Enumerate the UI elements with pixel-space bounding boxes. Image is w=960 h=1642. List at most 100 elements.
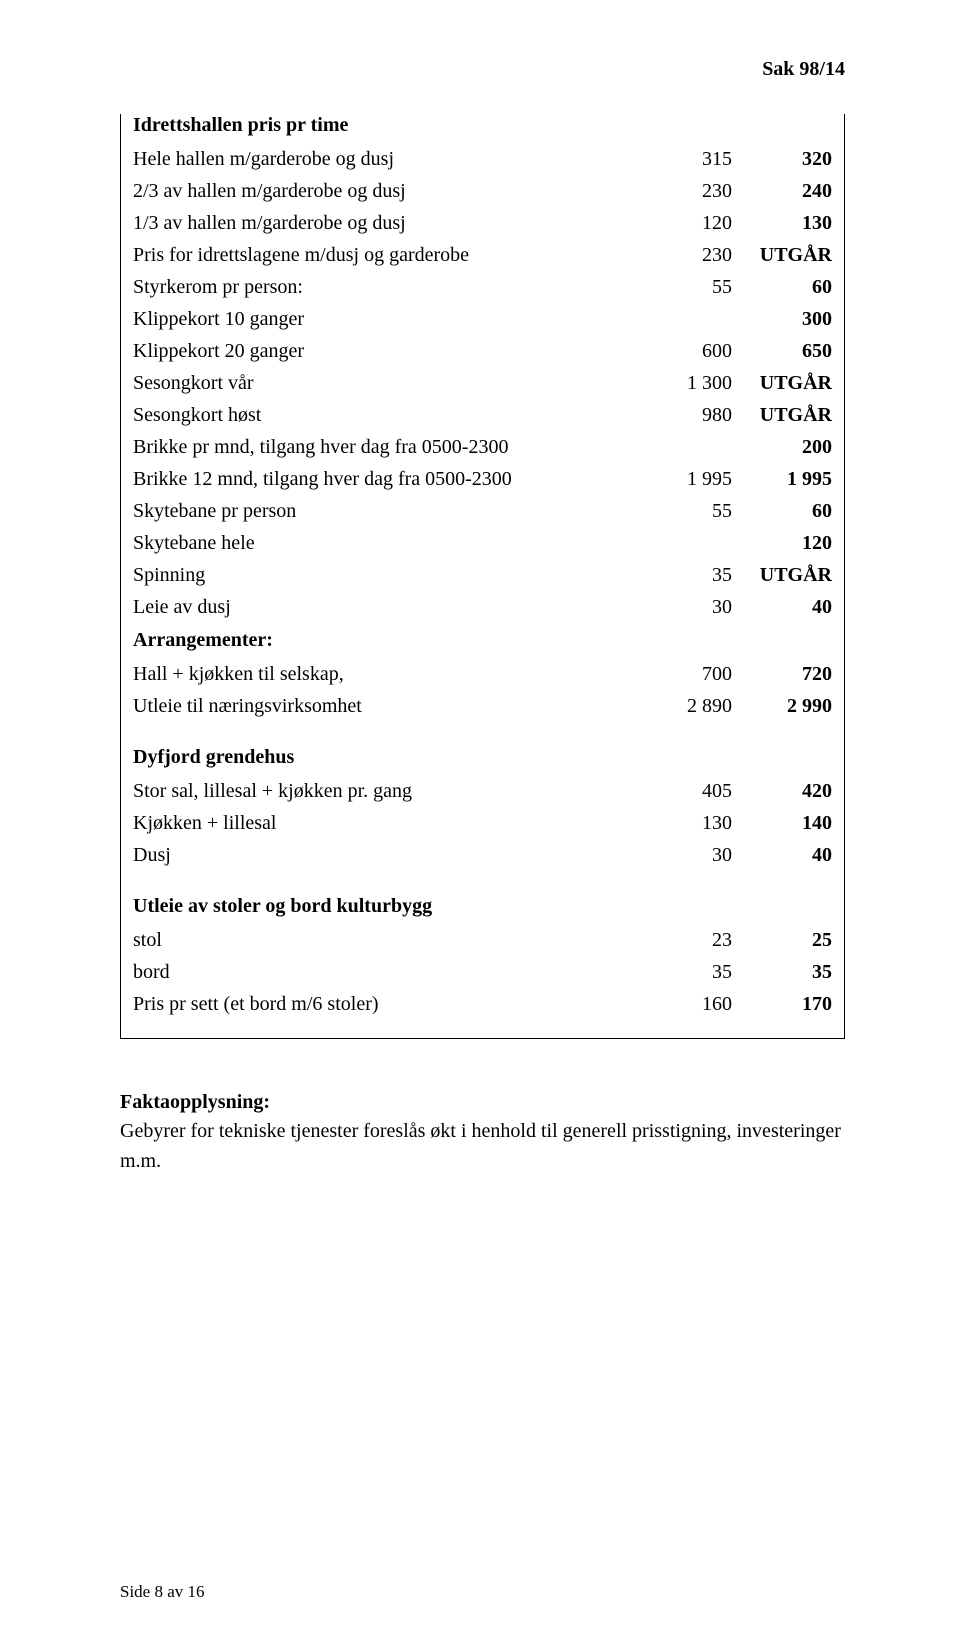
price-row: Spinning35UTGÅR (133, 559, 832, 591)
price-row: Klippekort 20 ganger600650 (133, 335, 832, 367)
price-row: Brikke pr mnd, tilgang hver dag fra 0500… (133, 431, 832, 463)
price-row: Utleie til næringsvirksomhet2 8902 990 (133, 690, 832, 722)
row-col1: 230 (632, 239, 732, 271)
row-col2: 40 (732, 839, 832, 871)
row-label: Klippekort 20 ganger (133, 335, 632, 367)
row-label: Skytebane hele (133, 527, 632, 559)
row-col2: 2 990 (732, 690, 832, 722)
row-label: Pris for idrettslagene m/dusj og gardero… (133, 239, 632, 271)
row-col1: 700 (632, 658, 732, 690)
main-content: Idrettshallen pris pr time Hele hallen m… (120, 114, 845, 1176)
price-row: Kjøkken + lillesal130140 (133, 807, 832, 839)
row-label: Stor sal, lillesal + kjøkken pr. gang (133, 775, 632, 807)
price-row: Klippekort 10 ganger 300 (133, 303, 832, 335)
row-col1: 55 (632, 495, 732, 527)
price-row: Skytebane hele 120 (133, 527, 832, 559)
subsection-title-0: Arrangementer: (133, 629, 832, 652)
row-col2: 120 (732, 527, 832, 559)
section-title-1: Dyfjord grendehus (133, 746, 832, 769)
price-row: Dusj3040 (133, 839, 832, 871)
facts-body: Gebyrer for tekniske tjenester foreslås … (120, 1116, 845, 1176)
row-col2: 40 (732, 591, 832, 623)
row-col1: 130 (632, 807, 732, 839)
row-label: Leie av dusj (133, 591, 632, 623)
row-col1: 600 (632, 335, 732, 367)
row-col2: 25 (732, 924, 832, 956)
row-col1: 35 (632, 956, 732, 988)
price-row: stol2325 (133, 924, 832, 956)
price-row: Hele hallen m/garderobe og dusj315320 (133, 143, 832, 175)
row-col2: 35 (732, 956, 832, 988)
row-col2: 170 (732, 988, 832, 1020)
row-label: 2/3 av hallen m/garderobe og dusj (133, 175, 632, 207)
price-row: Pris pr sett (et bord m/6 stoler)160170 (133, 988, 832, 1020)
row-label: Kjøkken + lillesal (133, 807, 632, 839)
row-label: Hall + kjøkken til selskap, (133, 658, 632, 690)
page-footer: Side 8 av 16 (120, 1582, 205, 1602)
row-label: Brikke pr mnd, tilgang hver dag fra 0500… (133, 431, 632, 463)
row-col2: 130 (732, 207, 832, 239)
row-col2: UTGÅR (732, 399, 832, 431)
header-case-number: Sak 98/14 (762, 58, 845, 81)
row-label: Utleie til næringsvirksomhet (133, 690, 632, 722)
price-row: Stor sal, lillesal + kjøkken pr. gang405… (133, 775, 832, 807)
price-row: Pris for idrettslagene m/dusj og gardero… (133, 239, 832, 271)
row-col1: 1 995 (632, 463, 732, 495)
price-row: Sesongkort høst980UTGÅR (133, 399, 832, 431)
page: Sak 98/14 Idrettshallen pris pr time Hel… (0, 0, 960, 1642)
row-col1: 230 (632, 175, 732, 207)
row-col1: 30 (632, 591, 732, 623)
row-col2: 420 (732, 775, 832, 807)
row-label: 1/3 av hallen m/garderobe og dusj (133, 207, 632, 239)
row-col2: 1 995 (732, 463, 832, 495)
row-label: Klippekort 10 ganger (133, 303, 632, 335)
price-row: Skytebane pr person5560 (133, 495, 832, 527)
facts-heading: Faktaopplysning: (120, 1091, 845, 1114)
row-col2: 650 (732, 335, 832, 367)
row-col1: 2 890 (632, 690, 732, 722)
row-col1: 23 (632, 924, 732, 956)
row-col1: 55 (632, 271, 732, 303)
price-row: Leie av dusj3040 (133, 591, 832, 623)
price-row: Brikke 12 mnd, tilgang hver dag fra 0500… (133, 463, 832, 495)
row-col2: 200 (732, 431, 832, 463)
section-title-0: Idrettshallen pris pr time (133, 114, 832, 137)
row-label: Skytebane pr person (133, 495, 632, 527)
row-col2: UTGÅR (732, 239, 832, 271)
pricing-table: Idrettshallen pris pr time Hele hallen m… (120, 114, 845, 1039)
price-row: bord3535 (133, 956, 832, 988)
row-col2: 720 (732, 658, 832, 690)
price-row: Hall + kjøkken til selskap,700720 (133, 658, 832, 690)
row-col1: 160 (632, 988, 732, 1020)
row-col2: 300 (732, 303, 832, 335)
row-label: Spinning (133, 559, 632, 591)
row-col1: 35 (632, 559, 732, 591)
price-row: Styrkerom pr person:5560 (133, 271, 832, 303)
price-row: 1/3 av hallen m/garderobe og dusj120130 (133, 207, 832, 239)
row-col1: 1 300 (632, 367, 732, 399)
row-col1: 120 (632, 207, 732, 239)
price-row: Sesongkort vår1 300UTGÅR (133, 367, 832, 399)
row-label: Sesongkort vår (133, 367, 632, 399)
row-col2: 240 (732, 175, 832, 207)
row-label: Hele hallen m/garderobe og dusj (133, 143, 632, 175)
row-label: Sesongkort høst (133, 399, 632, 431)
row-label: Pris pr sett (et bord m/6 stoler) (133, 988, 632, 1020)
row-col1: 315 (632, 143, 732, 175)
price-row: 2/3 av hallen m/garderobe og dusj230240 (133, 175, 832, 207)
row-col2: 60 (732, 271, 832, 303)
row-col1: 405 (632, 775, 732, 807)
section-title-2: Utleie av stoler og bord kulturbygg (133, 895, 832, 918)
row-col2: UTGÅR (732, 367, 832, 399)
row-col1: 30 (632, 839, 732, 871)
row-label: Dusj (133, 839, 632, 871)
row-label: Styrkerom pr person: (133, 271, 632, 303)
row-col2: 60 (732, 495, 832, 527)
row-col2: 140 (732, 807, 832, 839)
row-col2: UTGÅR (732, 559, 832, 591)
row-label: bord (133, 956, 632, 988)
row-col1: 980 (632, 399, 732, 431)
row-label: stol (133, 924, 632, 956)
row-col2: 320 (732, 143, 832, 175)
row-label: Brikke 12 mnd, tilgang hver dag fra 0500… (133, 463, 632, 495)
